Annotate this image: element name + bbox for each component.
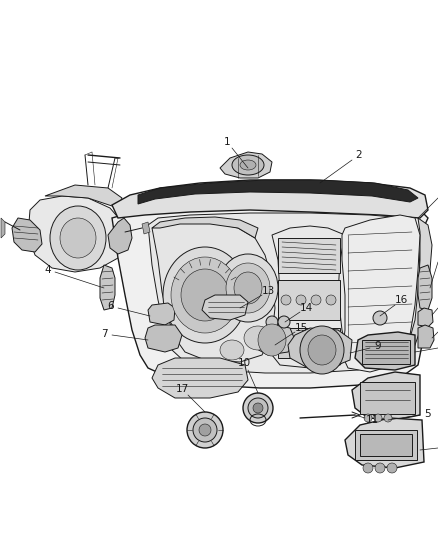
Text: 4: 4 xyxy=(437,249,438,260)
Text: 11: 11 xyxy=(366,415,379,425)
Ellipse shape xyxy=(163,247,247,343)
Ellipse shape xyxy=(244,326,272,350)
Bar xyxy=(360,382,415,414)
Polygon shape xyxy=(145,325,182,352)
Bar xyxy=(278,238,340,273)
Polygon shape xyxy=(112,180,428,218)
Polygon shape xyxy=(1,218,5,238)
Text: 5: 5 xyxy=(424,409,431,419)
Polygon shape xyxy=(355,332,415,370)
Ellipse shape xyxy=(311,295,321,305)
Ellipse shape xyxy=(218,254,278,322)
Text: 14: 14 xyxy=(300,303,313,312)
Bar xyxy=(278,328,340,358)
Text: 13: 13 xyxy=(262,286,276,296)
Ellipse shape xyxy=(220,340,244,360)
Ellipse shape xyxy=(266,316,278,328)
Polygon shape xyxy=(418,265,432,310)
Bar xyxy=(278,280,340,320)
Ellipse shape xyxy=(326,295,336,305)
Polygon shape xyxy=(352,372,420,420)
Ellipse shape xyxy=(373,311,387,325)
Text: 1: 1 xyxy=(224,137,230,147)
Ellipse shape xyxy=(181,269,229,321)
Bar xyxy=(360,434,412,456)
Ellipse shape xyxy=(308,335,336,365)
Ellipse shape xyxy=(199,424,211,436)
Polygon shape xyxy=(342,215,420,372)
Polygon shape xyxy=(28,196,125,272)
Ellipse shape xyxy=(248,398,268,418)
Ellipse shape xyxy=(281,295,291,305)
Text: 9: 9 xyxy=(374,341,381,351)
Polygon shape xyxy=(418,325,434,348)
Ellipse shape xyxy=(171,257,239,333)
Bar xyxy=(362,340,410,364)
Text: 16: 16 xyxy=(395,295,408,305)
Text: 17: 17 xyxy=(176,384,189,394)
Polygon shape xyxy=(252,325,295,355)
Polygon shape xyxy=(202,295,248,320)
Ellipse shape xyxy=(240,160,256,170)
Ellipse shape xyxy=(258,324,286,356)
Ellipse shape xyxy=(300,326,344,374)
Polygon shape xyxy=(12,218,42,252)
Ellipse shape xyxy=(374,414,382,422)
Ellipse shape xyxy=(384,414,392,422)
Polygon shape xyxy=(152,217,258,238)
Polygon shape xyxy=(152,358,248,398)
Ellipse shape xyxy=(232,155,264,175)
Polygon shape xyxy=(288,328,352,368)
Polygon shape xyxy=(112,205,428,388)
Ellipse shape xyxy=(187,412,223,448)
Ellipse shape xyxy=(243,393,273,423)
Polygon shape xyxy=(108,218,132,254)
Text: 10: 10 xyxy=(238,358,251,368)
Polygon shape xyxy=(45,185,122,208)
Polygon shape xyxy=(148,303,175,325)
Polygon shape xyxy=(152,222,275,362)
Ellipse shape xyxy=(226,263,270,313)
Bar xyxy=(355,430,417,460)
Text: 4: 4 xyxy=(44,264,51,274)
Text: 7: 7 xyxy=(101,329,107,339)
Text: 6: 6 xyxy=(107,301,113,311)
Ellipse shape xyxy=(253,403,263,413)
Polygon shape xyxy=(395,218,432,368)
Text: 15: 15 xyxy=(295,322,308,333)
Polygon shape xyxy=(418,308,433,327)
Ellipse shape xyxy=(60,218,96,258)
Text: 2: 2 xyxy=(355,150,362,160)
Polygon shape xyxy=(142,222,150,234)
Ellipse shape xyxy=(234,272,262,304)
Ellipse shape xyxy=(193,418,217,442)
Polygon shape xyxy=(220,152,272,178)
Ellipse shape xyxy=(50,206,106,270)
Ellipse shape xyxy=(375,463,385,473)
Ellipse shape xyxy=(363,463,373,473)
Ellipse shape xyxy=(387,463,397,473)
Polygon shape xyxy=(345,418,424,468)
Polygon shape xyxy=(148,213,412,373)
Polygon shape xyxy=(138,180,418,204)
Ellipse shape xyxy=(278,316,290,328)
Polygon shape xyxy=(272,226,348,368)
Ellipse shape xyxy=(296,295,306,305)
Polygon shape xyxy=(100,265,115,310)
Ellipse shape xyxy=(364,414,372,422)
